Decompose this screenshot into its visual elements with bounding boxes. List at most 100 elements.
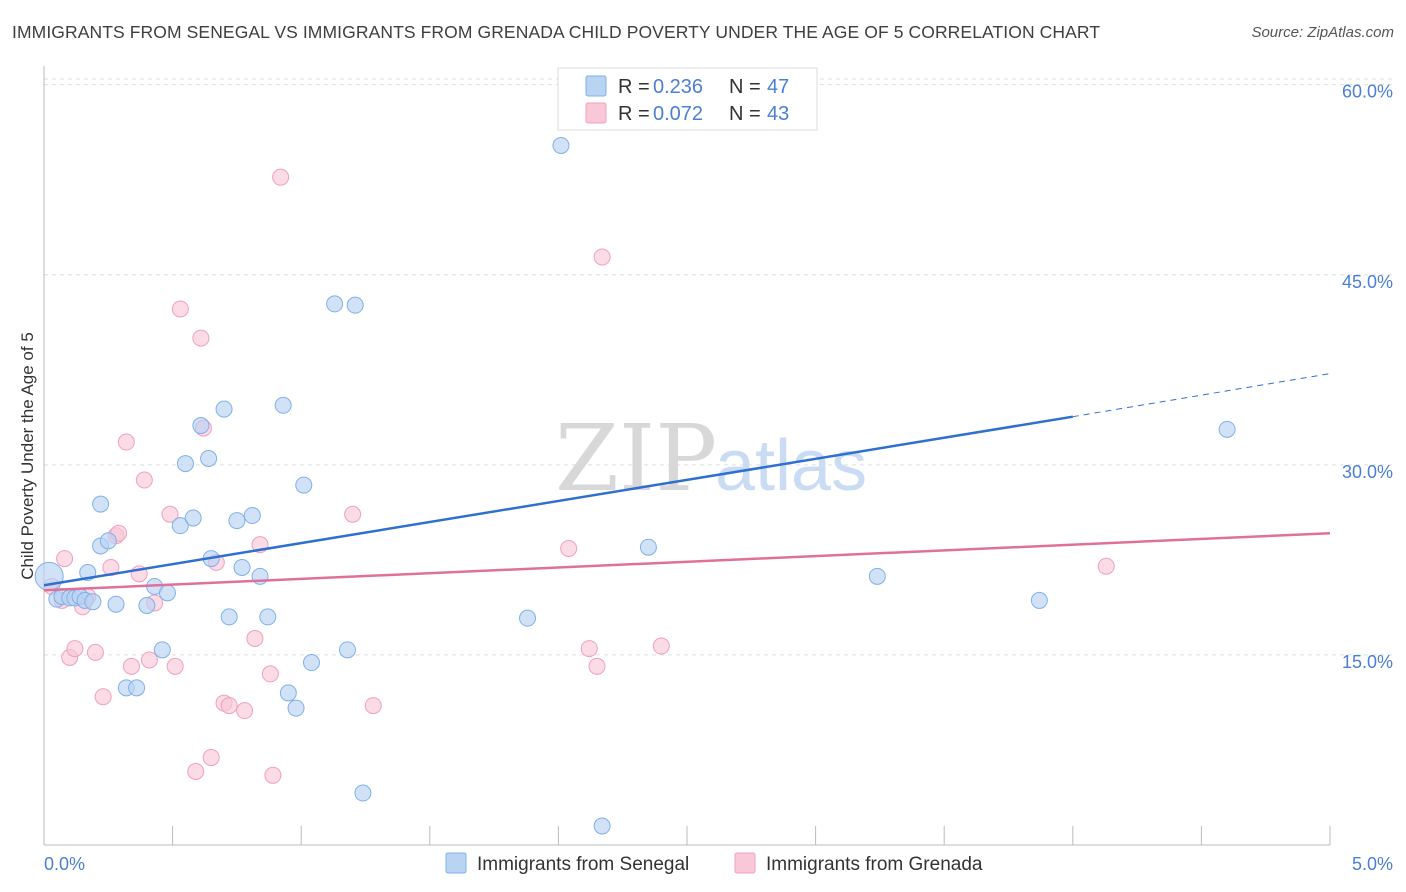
grenada-point	[236, 702, 254, 720]
senegal-point	[326, 295, 344, 313]
senegal-point	[259, 608, 277, 626]
legend-swatch-senegal	[585, 75, 607, 97]
senegal-point	[274, 396, 292, 414]
watermark-zip: ZIP	[555, 405, 717, 512]
senegal-trend-line	[43, 415, 1074, 587]
senegal-point	[84, 593, 102, 611]
senegal-point	[176, 455, 194, 473]
bottom-legend-swatch-senegal	[445, 852, 467, 874]
legend-swatch-grenada	[585, 102, 607, 124]
grenada-point	[122, 657, 140, 675]
senegal-point	[243, 507, 261, 525]
senegal-point	[34, 561, 64, 591]
trend-lines	[43, 373, 1331, 592]
series-legend: Immigrants from Senegal Immigrants from …	[445, 852, 983, 875]
watermark-atlas: atlas	[715, 426, 867, 506]
grenada-point	[135, 471, 153, 489]
senegal-point	[287, 699, 305, 717]
grenada-point	[192, 329, 210, 347]
bottom-legend-label-grenada: Immigrants from Grenada	[766, 854, 983, 875]
legend-n-value-grenada: 43	[767, 103, 789, 125]
y-tick-label: 60.0%	[1342, 82, 1393, 102]
source-label: Source: ZipAtlas.com	[1251, 24, 1394, 41]
senegal-point	[593, 817, 611, 835]
grenada-point	[264, 766, 282, 784]
senegal-point	[228, 512, 246, 530]
grenada-trend-line	[43, 532, 1331, 592]
grenada-point	[1097, 557, 1115, 575]
grenada-point	[588, 657, 606, 675]
grenada-point	[187, 763, 205, 781]
bottom-legend-label-senegal: Immigrants from Senegal	[477, 854, 689, 875]
legend-n-label: N =	[729, 76, 761, 98]
senegal-point	[220, 608, 238, 626]
grenada-point	[364, 697, 382, 715]
senegal-point	[171, 517, 189, 535]
grenada-point	[246, 629, 264, 647]
senegal-trend-extension	[1072, 373, 1331, 418]
grenada-point	[652, 637, 670, 655]
senegal-point	[279, 684, 297, 702]
legend-r-label: R =	[618, 103, 650, 125]
grenada-point	[560, 539, 578, 557]
grenada-point	[66, 640, 84, 658]
senegal-point	[128, 679, 146, 697]
senegal-points	[34, 136, 1236, 835]
y-axis-label: Child Poverty Under the Age of 5	[18, 332, 37, 580]
senegal-point	[354, 784, 372, 802]
senegal-point	[1030, 591, 1048, 609]
x-tick-labels: 0.0% 5.0%	[44, 854, 1393, 874]
senegal-point	[200, 450, 218, 467]
grenada-point	[140, 651, 158, 669]
grenada-point	[86, 643, 104, 661]
y-tick-label: 30.0%	[1342, 462, 1393, 482]
grenada-point	[580, 640, 598, 658]
bottom-legend-swatch-grenada	[734, 852, 756, 874]
x-tick-label: 0.0%	[44, 854, 85, 874]
senegal-point	[184, 509, 202, 527]
senegal-point	[338, 641, 356, 659]
senegal-point	[233, 558, 251, 576]
grenada-point	[593, 248, 611, 266]
y-tick-label: 15.0%	[1342, 652, 1393, 672]
legend-n-label: N =	[729, 103, 761, 125]
senegal-point	[302, 654, 320, 672]
legend-r-value-grenada: 0.072	[653, 103, 703, 125]
grenada-point	[344, 505, 362, 523]
legend-n-value-senegal: 47	[767, 76, 789, 98]
senegal-point	[519, 609, 537, 627]
axes	[43, 66, 1331, 846]
y-tick-labels: 15.0% 30.0% 45.0% 60.0%	[1342, 82, 1393, 672]
senegal-point	[639, 538, 657, 556]
grenada-point	[261, 665, 279, 683]
senegal-point	[346, 296, 364, 314]
grenada-point	[272, 168, 290, 186]
grenada-point	[202, 749, 220, 767]
senegal-point	[868, 567, 886, 585]
grenada-point	[56, 550, 74, 568]
grenada-point	[220, 697, 238, 715]
grenada-point	[117, 433, 135, 451]
chart-title: IMMIGRANTS FROM SENEGAL VS IMMIGRANTS FR…	[12, 22, 1101, 42]
senegal-point	[158, 584, 176, 602]
senegal-point	[92, 495, 110, 513]
legend-r-value-senegal: 0.236	[653, 76, 703, 98]
grenada-point	[161, 505, 179, 523]
senegal-point	[1218, 420, 1236, 438]
x-tick-label: 5.0%	[1352, 854, 1393, 874]
senegal-point	[552, 136, 570, 154]
legend-r-label: R =	[618, 76, 650, 98]
grenada-point	[166, 657, 184, 675]
senegal-point	[99, 532, 117, 550]
grenada-point	[94, 688, 112, 706]
senegal-point	[215, 400, 233, 418]
senegal-point	[153, 641, 171, 659]
senegal-point	[107, 595, 125, 613]
senegal-point	[192, 417, 210, 435]
senegal-point	[138, 596, 156, 614]
senegal-point	[295, 476, 313, 494]
y-tick-label: 45.0%	[1342, 272, 1393, 292]
grenada-point	[171, 300, 189, 318]
correlation-legend: R = 0.236 N = 47 R = 0.072 N = 43	[557, 67, 818, 131]
